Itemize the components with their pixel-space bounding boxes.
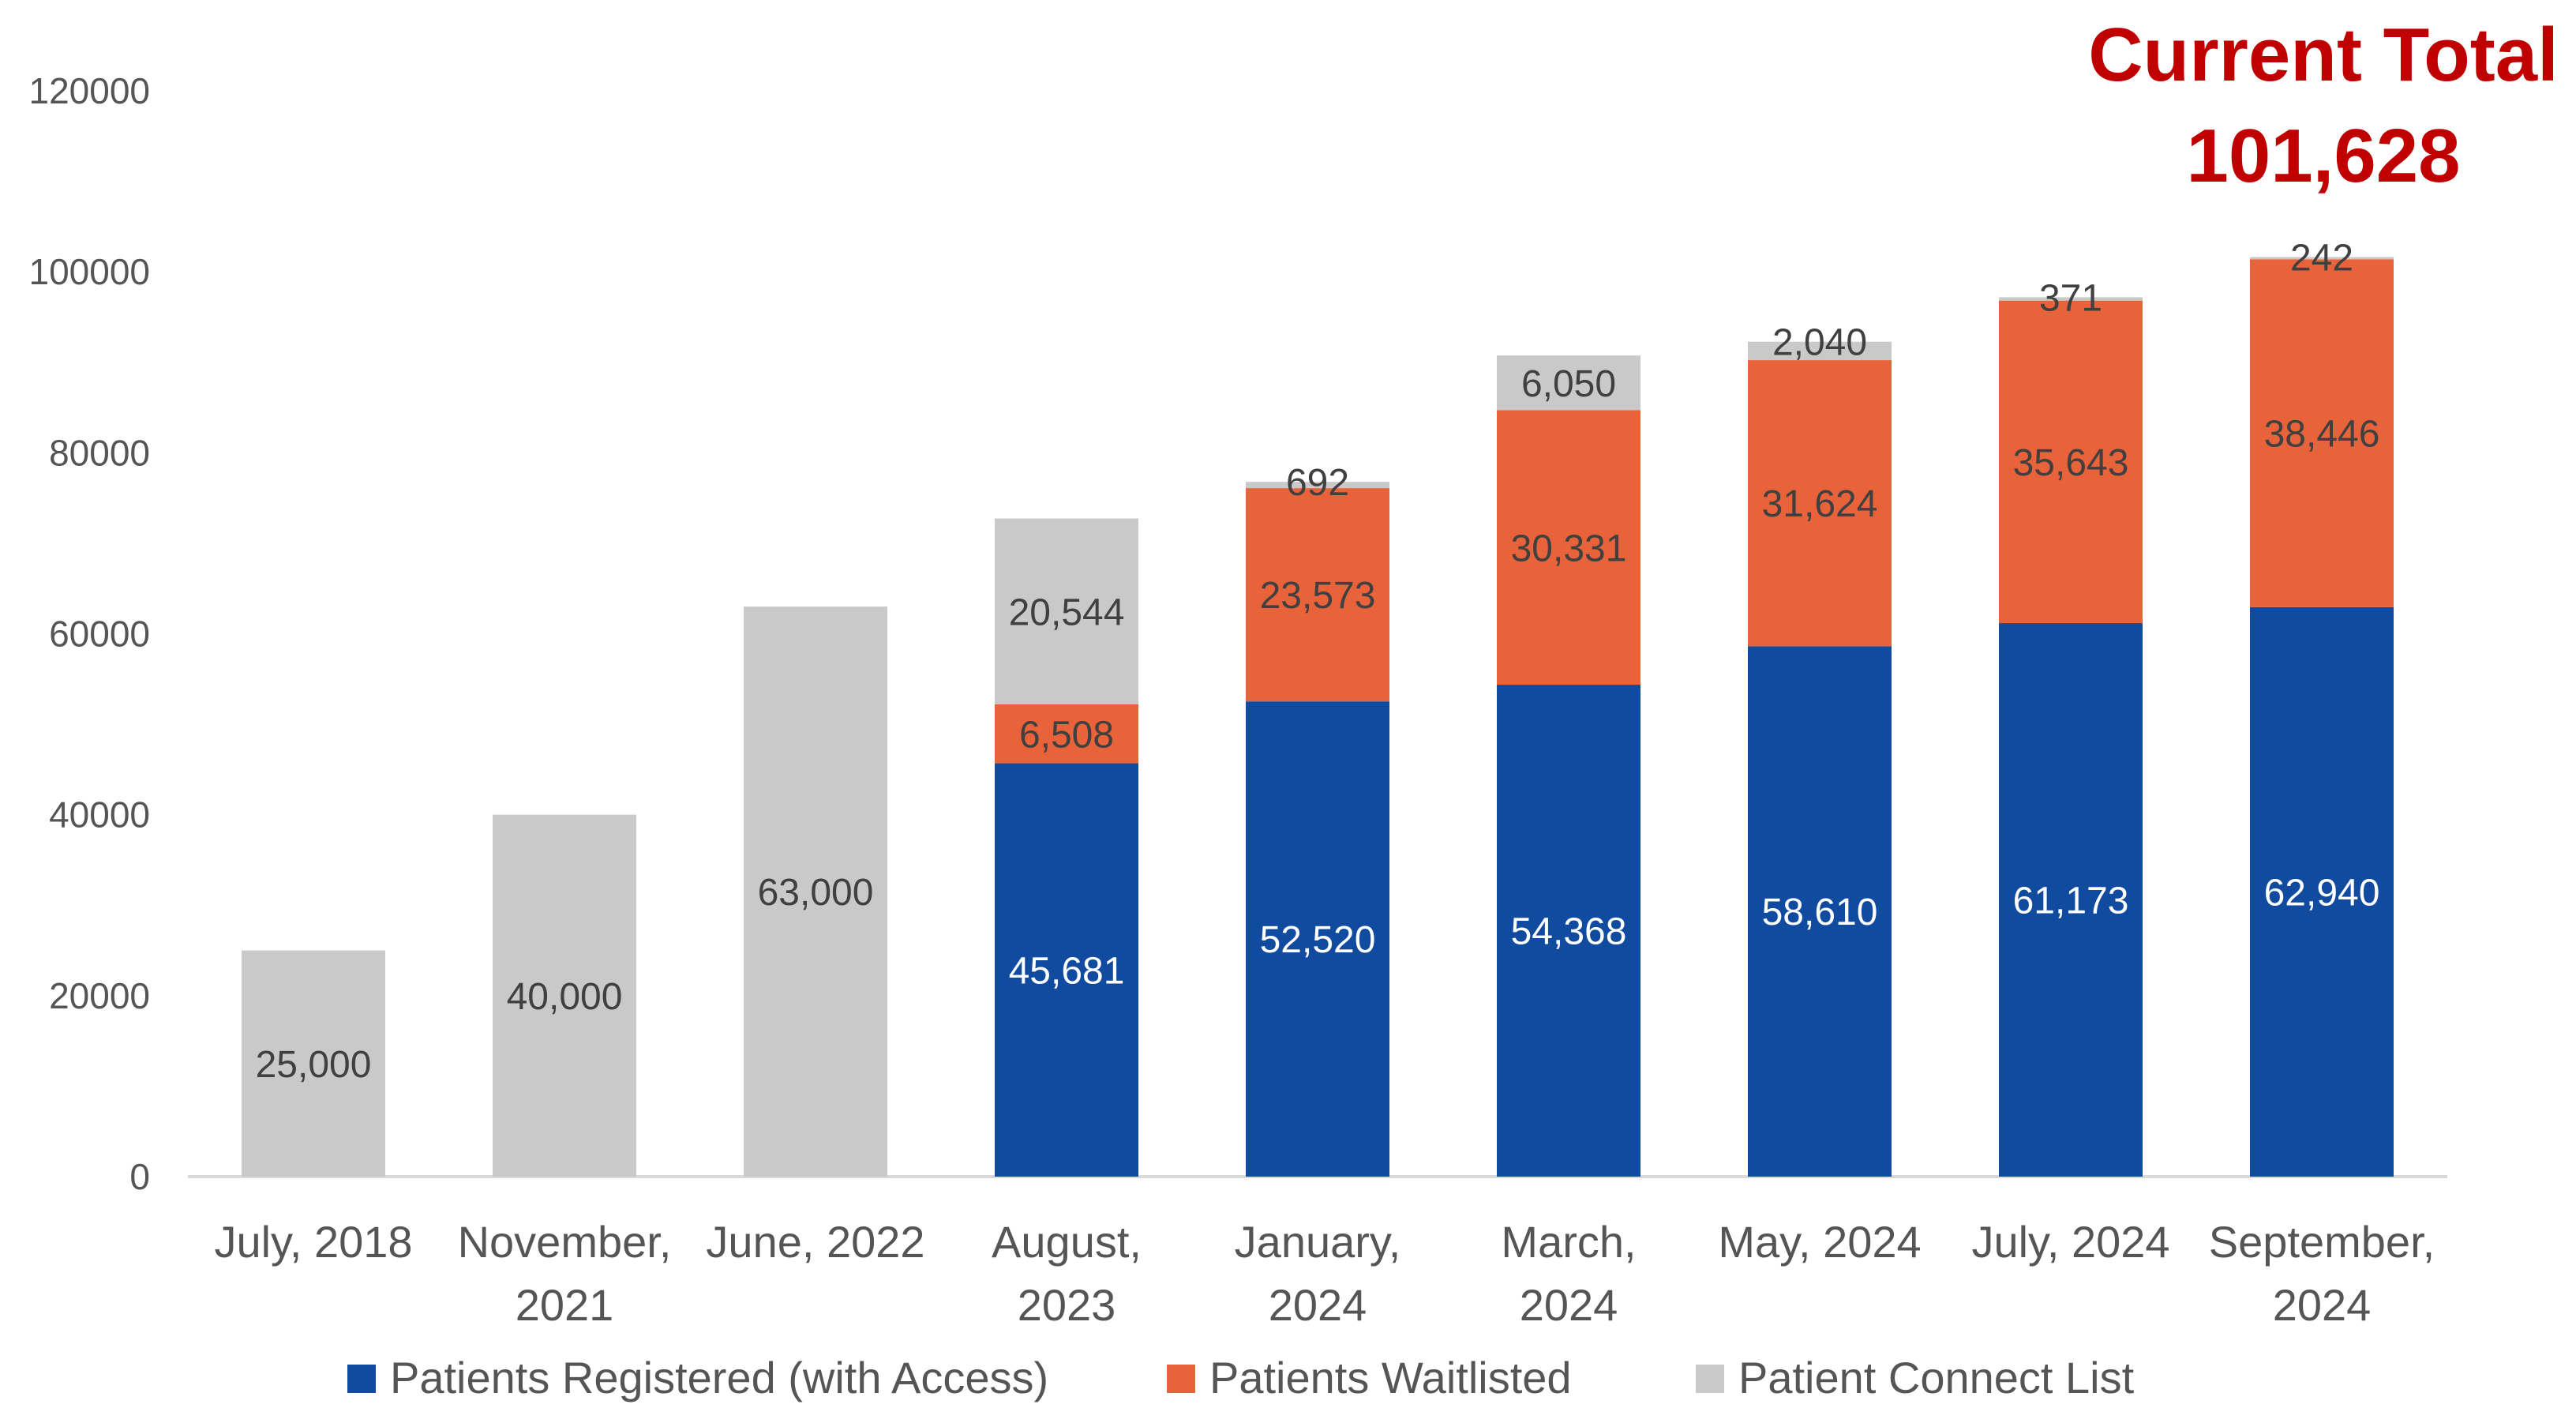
bar-segment [1748,360,1892,647]
data-label: 242 [2290,238,2353,280]
legend-label: Patient Connect List [1738,1353,2135,1402]
data-label: 20,544 [1009,591,1125,633]
legend-item: Patient Connect List [1696,1353,2135,1402]
bars: 25,000 40,000 63,000 45,681 6,508 20,544 52,52… [242,238,2394,1177]
x-tick-label: August, 2023 [992,1217,1142,1330]
bar-segment [2250,257,2394,260]
y-tick-label: 120000 [29,70,151,111]
legend-swatch [1167,1365,1195,1393]
x-tick-label: March, 2024 [1501,1217,1636,1330]
data-label: 54,368 [1511,911,1627,953]
data-label: 63,000 [758,872,874,914]
x-tick-label: September, 2024 [2209,1217,2435,1330]
bar-segment [1999,623,2143,1177]
y-tick-label: 20000 [49,975,150,1016]
x-tick-label: May, 2024 [1718,1217,1921,1267]
y-axis: 0 20000 40000 60000 80000 100000 120000 [29,70,151,1197]
bar-segment [995,518,1138,705]
bar-segment [1748,646,1892,1177]
x-tick-label: June, 2022 [706,1217,924,1267]
legend-swatch [347,1365,376,1393]
data-label: 23,573 [1260,575,1376,617]
legend: Patients Registered (with Access) Patient… [347,1353,2135,1402]
bar-segment [1497,410,1640,685]
bar-segment [995,704,1138,764]
x-tick-label: November, 2021 [458,1217,672,1330]
annotation-value: 101,628 [2186,114,2461,198]
bar-segment [1748,341,1892,361]
legend-item: Patients Waitlisted [1167,1353,1572,1402]
data-label: 38,446 [2264,414,2380,456]
y-tick-label: 0 [129,1156,150,1197]
x-tick-label: July, 2024 [1971,1217,2169,1267]
bar-segment [995,763,1138,1177]
data-label: 2,040 [1772,322,1867,364]
bar-segment [1999,297,2143,301]
data-label: 25,000 [256,1044,372,1086]
current-total-annotation: Current Total 101,628 [2087,5,2560,207]
bar-segment [744,606,887,1177]
data-label: 58,610 [1762,892,1878,933]
bar-segment [1246,482,1389,489]
data-label: 61,173 [2013,880,2129,922]
annotation-title: Current Total [2088,13,2559,97]
bar-segment [1497,685,1640,1177]
bar-segment [493,814,636,1177]
y-tick-label: 80000 [49,432,150,473]
bar-segment [2250,606,2394,1177]
data-label: 6,508 [1019,714,1114,756]
y-tick-label: 40000 [49,794,150,835]
data-label: 30,331 [1511,528,1627,569]
legend-label: Patients Registered (with Access) [390,1353,1048,1402]
y-tick-label: 60000 [49,614,150,655]
data-label: 52,520 [1260,919,1376,961]
data-label: 45,681 [1009,950,1125,992]
data-label: 6,050 [1521,363,1616,405]
x-axis: July, 2018 November, 2021 June, 2022 August,… [214,1217,2435,1330]
data-label: 692 [1286,462,1349,504]
legend-label: Patients Waitlisted [1209,1353,1572,1402]
data-label: 40,000 [507,976,623,1018]
bar-segment [1246,488,1389,702]
data-label: 62,940 [2264,872,2380,914]
x-tick-label: July, 2018 [214,1217,412,1267]
bar-segment [1497,355,1640,411]
legend-swatch [1696,1365,1724,1393]
bar-segment [242,950,385,1177]
data-label: 371 [2039,277,2102,319]
y-tick-label: 100000 [29,251,151,292]
bar-segment [2250,259,2394,607]
data-label: 35,643 [2013,442,2129,484]
bar-segment [1246,701,1389,1177]
bar-segment [1999,300,2143,624]
data-label: 31,624 [1762,483,1878,525]
x-tick-label: January, 2024 [1235,1217,1401,1330]
legend-item: Patients Registered (with Access) [347,1353,1048,1402]
